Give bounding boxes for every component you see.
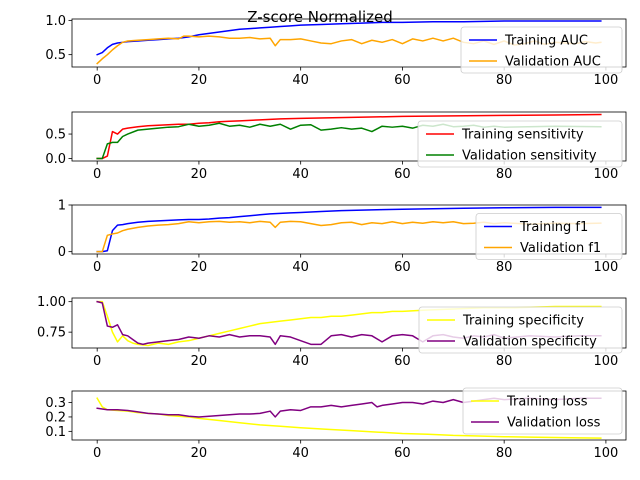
y-tick-label: 0.5 (45, 128, 66, 143)
x-tick-label: 100 (593, 446, 618, 461)
x-tick-label: 40 (292, 446, 309, 461)
x-tick-label: 20 (191, 354, 208, 369)
y-tick-label: 0 (58, 245, 66, 260)
y-tick-label: 0.2 (45, 410, 66, 425)
x-tick-label: 0 (93, 446, 101, 461)
y-tick-label: 0.0 (45, 152, 66, 167)
x-tick-label: 80 (496, 167, 513, 182)
x-tick-label: 100 (593, 354, 618, 369)
legend-label: Validation sensitivity (462, 149, 597, 164)
x-tick-label: 100 (593, 260, 618, 275)
legend: Training specificity Validation specifici… (418, 306, 623, 354)
legend-label: Training AUC (504, 34, 588, 49)
x-tick-label: 80 (496, 73, 513, 88)
legend: Training AUC Validation AUC (460, 26, 623, 74)
legend-label: Training specificity (462, 314, 584, 329)
subplot-1: 0 20 40 60 80 100 0.5 1.0 Training AUC Validation… (45, 14, 627, 88)
x-tick-label: 20 (191, 446, 208, 461)
series-line-1 (96, 206, 602, 253)
x-tick-label: 40 (292, 167, 309, 182)
axes-frame (71, 18, 627, 68)
legend-frame (475, 213, 623, 260)
subplot-3: 0 20 40 60 80 100 0 1 Training f1 Validation f1 (58, 199, 627, 275)
x-tick-label: 20 (191, 73, 208, 88)
y-tick-label: 0.75 (37, 326, 66, 341)
y-tick-label: 1.0 (45, 14, 66, 29)
series-line-1 (96, 300, 602, 347)
legend-label: Validation loss (507, 416, 601, 431)
x-tick-label: 60 (394, 73, 411, 88)
axes-frame (71, 204, 627, 255)
x-tick-label: 100 (593, 73, 618, 88)
legend-label: Validation f1 (520, 241, 601, 256)
x-tick-label: 0 (93, 354, 101, 369)
x-tick-label: 60 (394, 260, 411, 275)
series-line-1 (96, 113, 602, 160)
x-tick-label: 100 (593, 167, 618, 182)
x-tick-label: 60 (394, 167, 411, 182)
axes-frame (71, 111, 627, 162)
legend-frame (418, 306, 623, 354)
axes-frame (71, 297, 627, 349)
x-tick-label: 80 (496, 354, 513, 369)
y-tick-label: 0.3 (45, 396, 66, 411)
x-tick-label: 60 (394, 446, 411, 461)
series-line-2 (96, 220, 602, 253)
axes-frame (71, 390, 627, 441)
subplot-4: 0 20 40 60 80 100 0.75 1.00 Training specificity… (37, 295, 627, 369)
x-tick-label: 40 (292, 73, 309, 88)
x-tick-label: 20 (191, 167, 208, 182)
legend-label: Training f1 (519, 220, 588, 235)
y-tick-label: 0.5 (45, 48, 66, 63)
x-tick-label: 40 (292, 260, 309, 275)
x-tick-label: 60 (394, 354, 411, 369)
y-tick-label: 0.1 (45, 425, 66, 440)
legend-frame (417, 120, 623, 168)
y-tick-label: 1 (58, 199, 66, 214)
plot-area (96, 206, 602, 253)
legend-label: Validation AUC (505, 55, 601, 70)
legend-label: Training loss (506, 395, 588, 410)
x-tick-label: 40 (292, 354, 309, 369)
x-tick-label: 80 (496, 260, 513, 275)
x-tick-label: 0 (93, 167, 101, 182)
legend: Training f1 Validation f1 (475, 213, 623, 260)
subplot-2: 0 20 40 60 80 100 0.0 0.5 Training sensitivity Va… (45, 111, 627, 182)
x-tick-label: 0 (93, 73, 101, 88)
x-tick-label: 80 (496, 446, 513, 461)
legend: Training loss Validation loss (462, 387, 623, 435)
legend-frame (460, 26, 623, 74)
x-tick-label: 0 (93, 260, 101, 275)
legend-label: Validation specificity (463, 335, 597, 350)
legend-frame (462, 387, 623, 435)
subplot-5: 0 20 40 60 80 100 0.10.20.3 Training loss Valida… (45, 387, 627, 461)
x-tick-label: 20 (191, 260, 208, 275)
legend: Training sensitivity Validation sensitivi… (417, 120, 623, 168)
legend-label: Training sensitivity (461, 128, 584, 143)
y-tick-label: 1.00 (37, 295, 66, 310)
figure-title: Z-score Normalized (247, 8, 393, 26)
